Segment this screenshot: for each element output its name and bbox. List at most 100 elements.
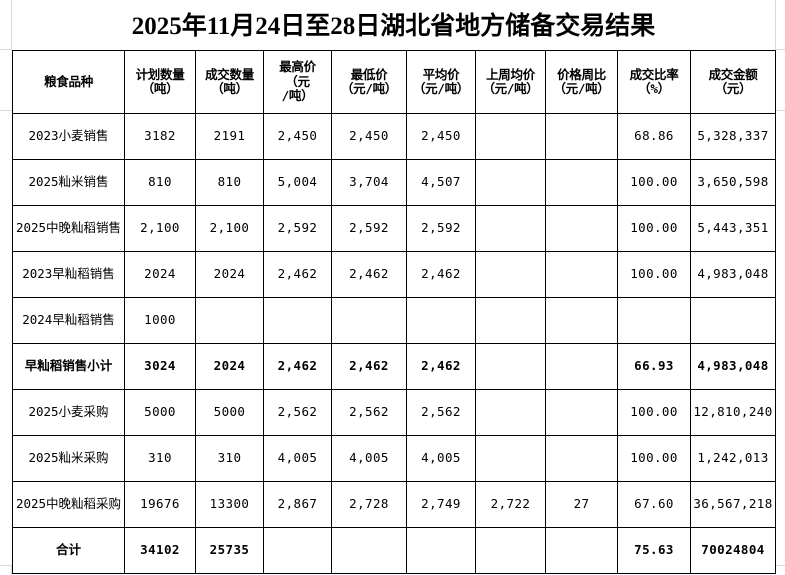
data-cell: 100.00 xyxy=(617,251,691,298)
data-cell: 2,722 xyxy=(475,481,546,528)
data-cell xyxy=(475,343,546,390)
data-cell xyxy=(545,297,618,344)
data-cell: 100.00 xyxy=(617,435,691,482)
data-cell: 2,462 xyxy=(331,251,407,298)
data-cell: 2,592 xyxy=(331,205,407,252)
table-row: 2025中晚籼稻销售 2,100 2,100 2,592 2,592 2,592 100.0… xyxy=(12,205,776,252)
sheet-gridline xyxy=(776,49,785,50)
data-cell xyxy=(475,205,546,252)
data-cell xyxy=(331,297,407,344)
sheet-gridline xyxy=(0,565,12,566)
data-cell xyxy=(406,297,476,344)
sheet-gridline xyxy=(776,110,785,111)
data-cell: 310 xyxy=(195,435,264,482)
column-header-5: 平均价 （元/吨） xyxy=(406,50,476,114)
data-cell: 2,462 xyxy=(263,251,332,298)
data-cell: 5,004 xyxy=(263,159,332,206)
column-header-line: 最低价 xyxy=(350,66,388,82)
data-cell: 2,562 xyxy=(406,389,476,436)
column-header-4: 最低价 （元/吨） xyxy=(331,50,407,114)
data-cell: 4,507 xyxy=(406,159,476,206)
sheet-gridline xyxy=(0,110,12,111)
column-header-line: （吨） xyxy=(141,81,179,96)
column-header-line: （元/吨） xyxy=(412,81,470,96)
data-cell xyxy=(475,159,546,206)
data-cell: 100.00 xyxy=(617,389,691,436)
data-cell xyxy=(545,527,618,574)
data-cell: 5000 xyxy=(124,389,196,436)
data-cell: 2191 xyxy=(195,113,264,160)
data-cell: 2,462 xyxy=(406,251,476,298)
data-cell: 75.63 xyxy=(617,527,691,574)
table-header: 粮食品种 计划数量 （吨） 成交数量 （吨） 最高价 （元/吨） 最低价 （元/吨） 平均价 （元/… xyxy=(12,50,776,114)
row-label-cell: 2024早籼稻销售 xyxy=(12,297,125,344)
data-cell: 2,749 xyxy=(406,481,476,528)
column-header-0: 粮食品种 xyxy=(12,50,125,114)
data-cell xyxy=(545,435,618,482)
column-header-1: 计划数量 （吨） xyxy=(124,50,196,114)
row-label-cell: 合计 xyxy=(12,527,125,574)
table-body: 2023小麦销售 3182 2191 2,450 2,450 2,450 68.86 5,32… xyxy=(12,113,776,574)
data-cell xyxy=(545,343,618,390)
data-cell: 34102 xyxy=(124,527,196,574)
table-row: 早籼稻销售小计 3024 2024 2,462 2,462 2,462 66.93 4,983… xyxy=(12,343,776,390)
data-cell: 3,650,598 xyxy=(690,159,776,206)
data-cell xyxy=(545,389,618,436)
column-header-line: 上周均价 xyxy=(486,66,535,82)
data-cell: 2024 xyxy=(195,251,264,298)
data-cell: 70024804 xyxy=(690,527,776,574)
column-header-line: 成交数量 xyxy=(205,66,254,82)
data-cell: 2,450 xyxy=(406,113,476,160)
row-label-cell: 2023早籼稻销售 xyxy=(12,251,125,298)
column-header-line: （元） xyxy=(714,81,752,96)
column-header-line: （元/吨） xyxy=(340,81,398,96)
data-cell xyxy=(263,527,332,574)
column-header-line: （元/吨） xyxy=(482,81,539,96)
data-cell: 2,450 xyxy=(331,113,407,160)
data-cell xyxy=(475,113,546,160)
data-cell: 19676 xyxy=(124,481,196,528)
data-cell xyxy=(475,297,546,344)
sheet-gridline xyxy=(775,0,776,50)
data-cell: 2,562 xyxy=(263,389,332,436)
data-cell: 2,462 xyxy=(263,343,332,390)
data-cell: 36,567,218 xyxy=(690,481,776,528)
data-cell xyxy=(545,205,618,252)
data-cell: 5,328,337 xyxy=(690,113,776,160)
data-cell xyxy=(545,113,618,160)
row-label-cell: 早籼稻销售小计 xyxy=(12,343,125,390)
column-header-9: 成交金额 （元） xyxy=(690,50,776,114)
data-cell xyxy=(475,389,546,436)
data-cell: 4,983,048 xyxy=(690,251,776,298)
page-title-text: 2025年11月24日至28日湖北省地方储备交易结果 xyxy=(131,13,656,40)
data-cell xyxy=(475,435,546,482)
data-cell: 810 xyxy=(195,159,264,206)
row-label-cell: 2025中晚籼稻销售 xyxy=(12,205,125,252)
column-header-line: 价格周比 xyxy=(557,66,606,82)
column-header-3: 最高价 （元/吨） xyxy=(263,50,332,114)
data-cell: 2,450 xyxy=(263,113,332,160)
row-label-cell: 2025籼米销售 xyxy=(12,159,125,206)
page-title: 2025年11月24日至28日湖北省地方储备交易结果 xyxy=(12,2,775,46)
column-header-line: 最高价 xyxy=(279,59,316,75)
table-header-row: 粮食品种 计划数量 （吨） 成交数量 （吨） 最高价 （元/吨） 最低价 （元/吨） 平均价 （元/… xyxy=(12,50,776,114)
data-cell: 100.00 xyxy=(617,159,691,206)
data-cell: 2024 xyxy=(124,251,196,298)
column-header-line: 计划数量 xyxy=(135,66,185,82)
data-cell: 5000 xyxy=(195,389,264,436)
data-cell: 2,592 xyxy=(406,205,476,252)
row-label-cell: 2025中晚籼稻采购 xyxy=(12,481,125,528)
data-cell xyxy=(331,527,407,574)
data-cell: 810 xyxy=(124,159,196,206)
data-cell: 2,562 xyxy=(331,389,407,436)
column-header-line: （元 xyxy=(285,73,310,89)
data-cell xyxy=(617,297,691,344)
column-header-line: 成交金额 xyxy=(708,66,758,82)
data-cell: 1000 xyxy=(124,297,196,344)
table-row: 2023早籼稻销售 2024 2024 2,462 2,462 2,462 100.00 4,… xyxy=(12,251,776,298)
data-cell xyxy=(406,527,476,574)
row-label-cell: 2025籼米采购 xyxy=(12,435,125,482)
data-cell: 3024 xyxy=(124,343,196,390)
data-cell: 2,100 xyxy=(124,205,196,252)
